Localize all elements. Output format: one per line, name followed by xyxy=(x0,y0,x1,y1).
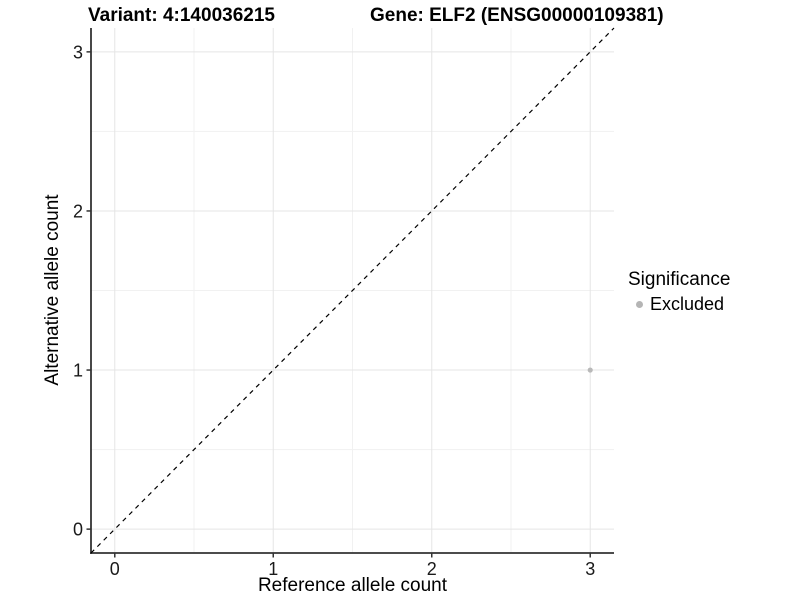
gene-title: Gene: ELF2 (ENSG00000109381) xyxy=(370,5,664,26)
data-point xyxy=(587,367,593,373)
x-tick-label: 1 xyxy=(268,559,278,579)
y-axis-title: Alternative allele count xyxy=(42,194,63,386)
x-tick-label: 2 xyxy=(427,559,437,579)
legend-entry: Excluded xyxy=(628,294,730,315)
y-tick-label: 0 xyxy=(73,520,83,540)
legend-key-dot xyxy=(636,301,643,308)
x-axis-title: Reference allele count xyxy=(257,575,448,596)
x-tick-label: 3 xyxy=(585,559,595,579)
identity-dashed-line xyxy=(90,27,615,554)
variant-title: Variant: 4:140036215 xyxy=(88,5,275,26)
legend-entry-label: Excluded xyxy=(650,294,725,314)
x-tick-label: 0 xyxy=(110,559,120,579)
y-tick-label: 3 xyxy=(73,42,83,62)
y-tick-label: 1 xyxy=(73,361,83,381)
legend: Significance Excluded xyxy=(628,269,730,315)
y-tick-label: 2 xyxy=(73,201,83,221)
legend-title: Significance xyxy=(628,269,731,290)
